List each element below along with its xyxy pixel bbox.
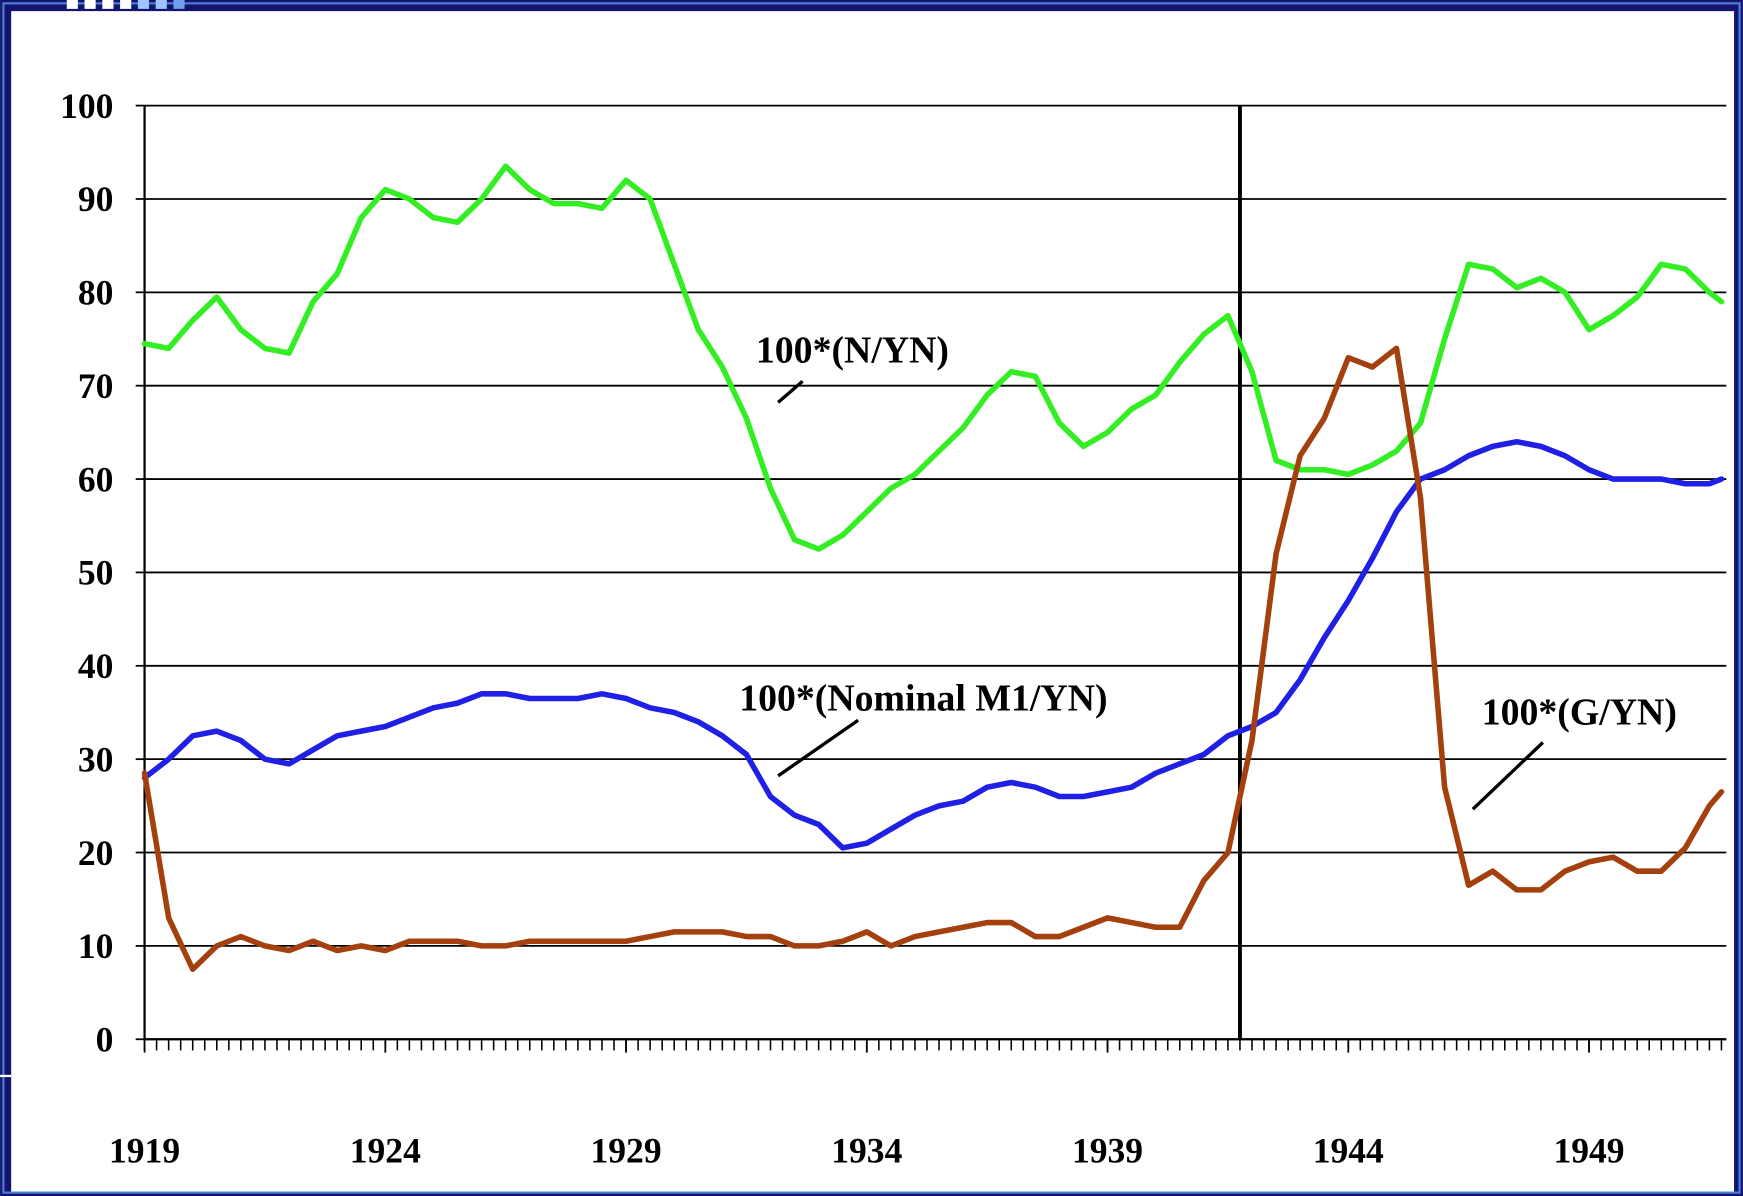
y-tick-label: 40 [78,646,114,686]
series-line [141,345,1725,973]
corner-square [120,0,132,9]
label-leader [777,718,860,778]
y-tick-label: 70 [78,366,114,406]
corner-square [102,0,114,9]
x-tick-label: 1949 [1553,1131,1624,1171]
y-tick-label: 80 [78,273,114,313]
label-leader [777,379,804,404]
x-tick-label: 1924 [350,1131,421,1171]
y-tick-label: 0 [96,1020,114,1060]
x-tick-label: 1939 [1072,1131,1143,1171]
y-tick-label: 50 [78,553,114,593]
y-tick-label: 20 [78,833,114,873]
series-line [141,438,1725,851]
y-tick-label: 30 [78,739,114,779]
corner-square [137,0,150,9]
y-tick-label: 60 [78,459,114,499]
series-label: 100*(N/YN) [756,329,949,371]
x-tick-label: 1929 [591,1131,662,1171]
x-tick-label: 1919 [109,1131,180,1171]
y-tick-label: 10 [78,926,114,966]
series-label: 100*(G/YN) [1482,692,1677,734]
corner-pattern [66,0,185,9]
y-tick-label: 100 [60,86,113,126]
label-leader [1471,741,1545,811]
x-tick-label: 1934 [831,1131,902,1171]
series-label: 100*(Nominal M1/YN) [739,677,1107,719]
series-line [141,163,1725,552]
corner-square [84,0,96,9]
x-tick-label: 1944 [1313,1131,1384,1171]
corner-square [155,0,167,9]
corner-square [173,0,185,9]
y-tick-label: 90 [78,179,114,219]
corner-square [66,0,78,9]
plot-background [11,11,1735,1192]
